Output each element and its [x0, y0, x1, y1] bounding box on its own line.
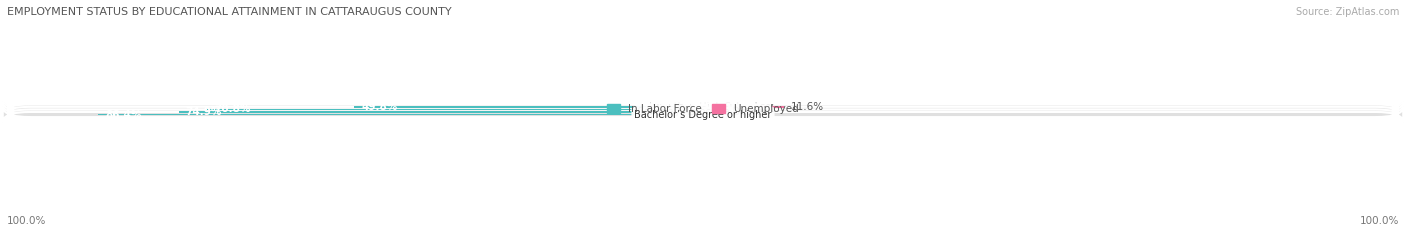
Bar: [703, 111, 734, 113]
Bar: [179, 111, 703, 113]
Bar: [703, 109, 742, 110]
Text: EMPLOYMENT STATUS BY EDUCATIONAL ATTAINMENT IN CATTARAUGUS COUNTY: EMPLOYMENT STATUS BY EDUCATIONAL ATTAINM…: [7, 7, 451, 17]
Text: 4.5%: 4.5%: [741, 107, 768, 117]
Text: 70.8%: 70.8%: [214, 104, 250, 114]
FancyBboxPatch shape: [3, 107, 1403, 122]
Text: 100.0%: 100.0%: [1360, 216, 1399, 226]
Text: 49.8%: 49.8%: [361, 102, 398, 112]
Text: 11.6%: 11.6%: [792, 102, 824, 112]
Bar: [98, 114, 703, 115]
Text: 2.0%: 2.0%: [724, 110, 751, 120]
Text: Less than High School: Less than High School: [650, 102, 756, 112]
FancyBboxPatch shape: [3, 102, 1403, 117]
Legend: In Labor Force, Unemployed: In Labor Force, Unemployed: [607, 104, 799, 114]
FancyBboxPatch shape: [3, 99, 1403, 114]
Text: Bachelor’s Degree or higher: Bachelor’s Degree or higher: [634, 110, 772, 120]
Bar: [703, 106, 785, 108]
Bar: [354, 106, 703, 108]
Bar: [703, 114, 717, 115]
Text: High School Diploma: High School Diploma: [652, 104, 754, 114]
Text: 5.6%: 5.6%: [749, 104, 776, 114]
Text: 74.9%: 74.9%: [186, 107, 222, 117]
Bar: [207, 109, 703, 110]
Text: Source: ZipAtlas.com: Source: ZipAtlas.com: [1295, 7, 1399, 17]
Text: 100.0%: 100.0%: [7, 216, 46, 226]
FancyBboxPatch shape: [3, 104, 1403, 120]
Text: 86.4%: 86.4%: [105, 110, 142, 120]
Text: College / Associate Degree: College / Associate Degree: [637, 107, 769, 117]
